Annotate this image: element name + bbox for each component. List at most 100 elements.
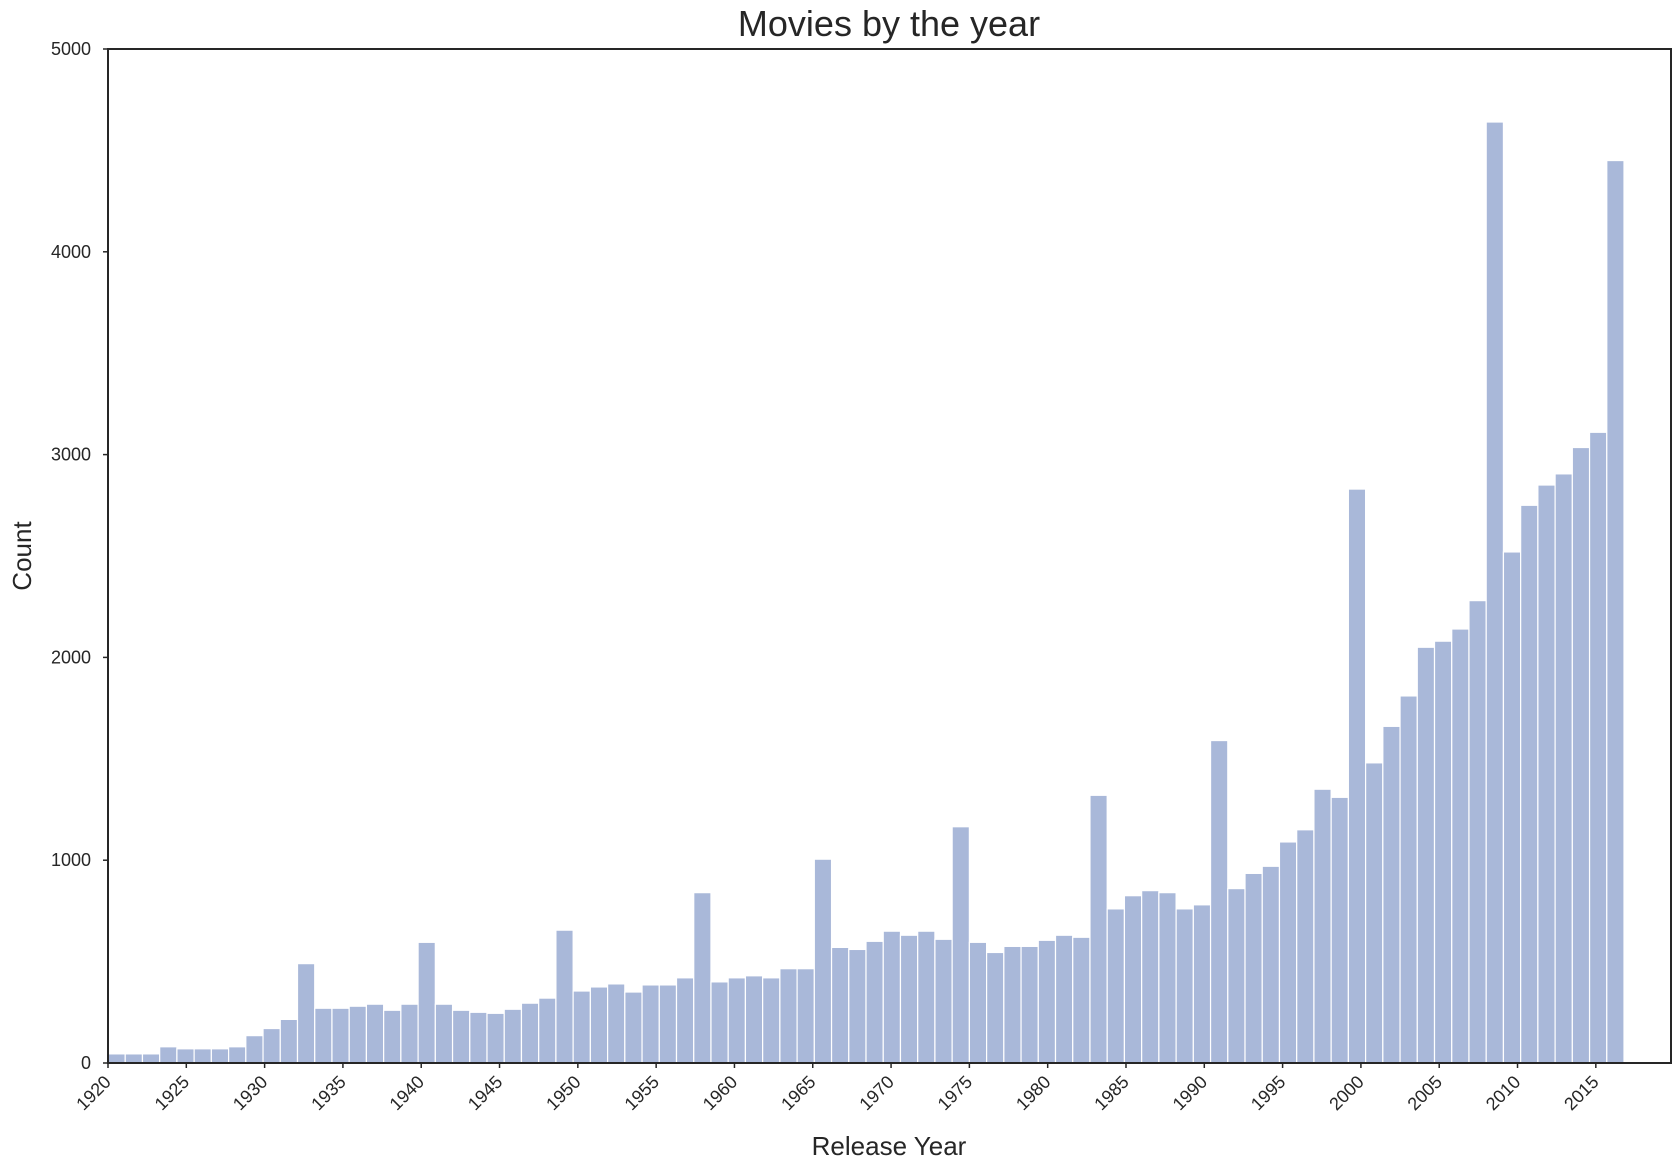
histogram-bar — [1520, 504, 1539, 1064]
histogram-bar — [951, 826, 970, 1064]
histogram-bar — [159, 1046, 178, 1064]
histogram-bar — [469, 1011, 488, 1064]
histogram-bar — [1313, 788, 1332, 1064]
x-tick-label: 1990 — [1169, 1072, 1211, 1114]
histogram-bar — [538, 997, 557, 1064]
histogram-bar — [400, 1003, 419, 1064]
plot-frame — [107, 48, 1672, 1064]
x-tick-label: 1930 — [229, 1072, 271, 1114]
histogram-bar — [107, 1053, 126, 1064]
x-tick-label: 1980 — [1012, 1072, 1054, 1114]
histogram-bar — [1244, 872, 1263, 1064]
chart-title: Movies by the year — [738, 3, 1040, 44]
histogram-bar — [1502, 551, 1522, 1064]
histogram-bar — [1330, 796, 1349, 1064]
histogram-bar — [227, 1046, 247, 1064]
histogram-bar — [899, 934, 919, 1064]
histogram-bar — [624, 991, 643, 1064]
bars-group — [107, 121, 1625, 1064]
histogram-bar — [141, 1053, 161, 1064]
histogram-bar — [1037, 939, 1057, 1064]
histogram-bar — [986, 951, 1005, 1064]
histogram-bar — [451, 1009, 471, 1064]
histogram-bar — [331, 1007, 350, 1064]
histogram-bar — [1158, 892, 1177, 1064]
histogram-bar — [1089, 794, 1108, 1064]
histogram-bar — [1209, 739, 1229, 1064]
histogram-bar — [124, 1053, 144, 1064]
histogram-bar — [1433, 640, 1453, 1064]
x-tick-label: 1960 — [699, 1072, 741, 1114]
x-tick-label: 2000 — [1325, 1072, 1367, 1114]
histogram-bar — [1399, 695, 1418, 1064]
histogram-bar — [1020, 945, 1039, 1064]
histogram-bar — [968, 941, 988, 1064]
x-tick-label: 1970 — [855, 1072, 897, 1114]
histogram-bar — [1537, 484, 1556, 1064]
x-axis-label: Release Year — [812, 1131, 967, 1161]
histogram-bar — [1123, 895, 1143, 1064]
histogram-bar — [1347, 488, 1367, 1064]
x-tick-label: 1965 — [777, 1072, 819, 1114]
x-tick-label: 1995 — [1247, 1072, 1289, 1114]
histogram-bar — [641, 984, 660, 1064]
histogram-bar — [1141, 890, 1160, 1064]
histogram-bar — [1072, 936, 1091, 1064]
histogram-bar — [417, 941, 436, 1064]
histogram-bar — [882, 930, 902, 1064]
histogram-bar — [813, 858, 833, 1064]
y-tick-label: 1000 — [51, 850, 91, 870]
histogram-bar — [314, 1007, 333, 1064]
histogram-bar — [606, 983, 626, 1064]
histogram-bar — [210, 1048, 230, 1064]
histogram-bar — [1003, 945, 1022, 1064]
y-tick-label: 3000 — [51, 445, 91, 465]
histogram-bar — [555, 929, 574, 1064]
histogram-bar — [503, 1008, 523, 1064]
x-tick-label: 1955 — [621, 1072, 663, 1114]
x-tick-label: 2005 — [1404, 1072, 1446, 1114]
histogram-bar — [1261, 865, 1281, 1064]
y-tick-label: 5000 — [51, 39, 91, 59]
histogram-bar — [279, 1018, 299, 1064]
y-tick-label: 2000 — [51, 647, 91, 667]
y-tick-label: 4000 — [51, 242, 91, 262]
histogram-bar — [675, 977, 695, 1064]
x-tick-label: 1945 — [464, 1072, 506, 1114]
histogram-bar — [693, 892, 712, 1064]
histogram-bar — [917, 930, 936, 1064]
y-axis-label: Count — [7, 521, 37, 591]
histogram-bar — [1054, 934, 1074, 1064]
histogram-bar — [1106, 908, 1126, 1064]
histogram-bar — [262, 1027, 281, 1064]
histogram-bar — [1468, 600, 1487, 1064]
histogram-bar — [1416, 646, 1436, 1064]
histogram-bar — [710, 981, 729, 1064]
histogram-bar — [1365, 762, 1384, 1064]
x-tick-label: 2015 — [1560, 1072, 1602, 1114]
histogram-bar — [796, 968, 815, 1064]
histogram-bar — [176, 1048, 195, 1064]
histogram-bar — [383, 1009, 402, 1064]
histogram-bar — [520, 1002, 540, 1064]
histogram-bar — [572, 990, 591, 1064]
histogram-bar — [934, 938, 953, 1064]
histogram-bar — [762, 977, 781, 1064]
histogram-bar — [848, 948, 867, 1064]
x-tick-label: 1925 — [151, 1072, 193, 1114]
histogram-bar — [779, 968, 798, 1064]
histogram-bar — [1192, 904, 1212, 1064]
histogram-bar — [486, 1012, 505, 1064]
histogram-bar — [744, 975, 764, 1064]
histogram-bar — [727, 977, 747, 1064]
histogram-bar — [1485, 121, 1505, 1064]
histogram-bar — [1554, 473, 1573, 1064]
histogram-bar — [1571, 446, 1591, 1064]
x-axis: 1920 1925 1930 1935 1940 1945 1950 1955 1960 1965… — [72, 1063, 1603, 1114]
histogram-bar — [1382, 725, 1401, 1064]
histogram-bar — [830, 946, 850, 1064]
x-tick-label: 1935 — [307, 1072, 349, 1114]
histogram-bar — [1175, 908, 1194, 1064]
x-tick-label: 1920 — [72, 1072, 114, 1114]
histogram-bar — [1588, 431, 1608, 1064]
